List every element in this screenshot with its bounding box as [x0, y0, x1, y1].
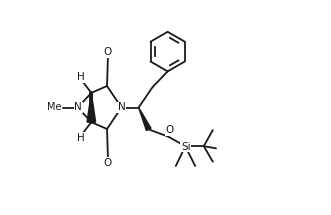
Text: Me: Me: [47, 103, 61, 112]
Text: O: O: [104, 48, 112, 57]
Text: O: O: [166, 125, 174, 135]
Text: O: O: [104, 158, 112, 167]
Text: H: H: [77, 133, 84, 143]
Text: N: N: [118, 103, 126, 112]
Text: Si: Si: [181, 142, 191, 152]
Text: H: H: [77, 72, 84, 82]
Polygon shape: [139, 108, 151, 131]
Text: N: N: [74, 102, 82, 112]
Polygon shape: [87, 93, 96, 122]
